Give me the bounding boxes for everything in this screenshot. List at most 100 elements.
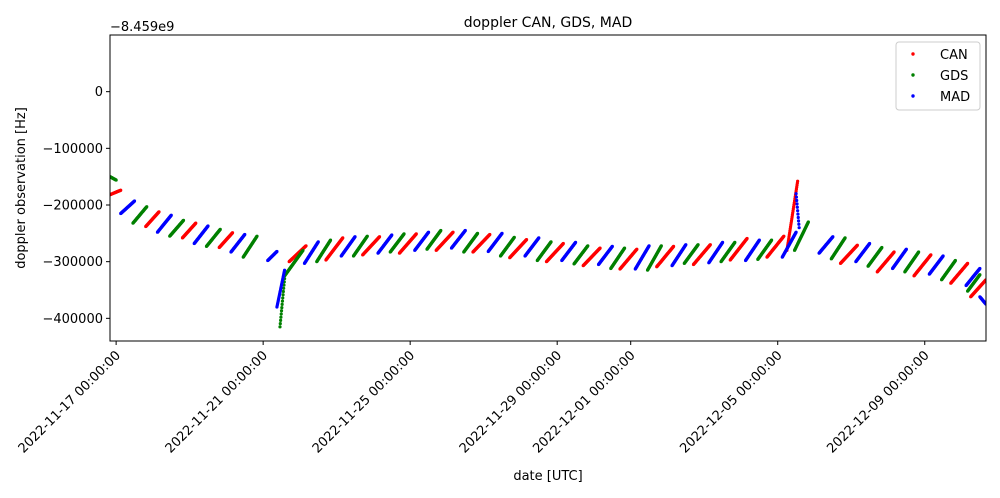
data-point	[795, 205, 799, 209]
data-point	[953, 258, 957, 263]
data-point	[280, 305, 284, 310]
data-point	[796, 215, 800, 220]
data-point	[796, 219, 801, 223]
data-point	[278, 322, 282, 326]
data-point	[892, 250, 896, 254]
data-point	[684, 243, 688, 247]
data-points-layer	[110, 175, 986, 329]
data-point	[157, 210, 161, 214]
data-point	[402, 232, 406, 236]
data-point	[573, 240, 578, 244]
data-point	[194, 221, 198, 225]
data-point	[341, 236, 345, 240]
series-mad	[119, 192, 986, 309]
legend-label-mad: MAD	[940, 90, 970, 105]
data-point	[365, 234, 369, 238]
data-point	[279, 315, 283, 319]
data-point	[278, 325, 282, 329]
data-point	[414, 232, 418, 236]
data-point	[463, 228, 467, 233]
data-point	[796, 212, 800, 216]
y-tick-label: −100000	[42, 142, 103, 157]
y-tick-label: 0	[95, 85, 103, 100]
data-point	[978, 266, 982, 271]
data-point	[797, 226, 801, 230]
data-point	[145, 205, 149, 209]
data-point	[797, 222, 801, 226]
data-point	[451, 230, 455, 234]
data-point	[114, 178, 118, 182]
legend-box	[895, 41, 981, 111]
data-point	[353, 235, 357, 239]
data-point	[855, 243, 859, 247]
data-point	[426, 230, 431, 234]
data-point	[561, 241, 565, 246]
data-point	[500, 231, 504, 235]
data-point	[390, 233, 394, 237]
data-point	[745, 236, 749, 241]
legend-marker-can	[911, 52, 915, 56]
data-point	[488, 232, 492, 237]
data-point	[230, 231, 235, 235]
data-point	[733, 240, 737, 244]
legend-marker-mad	[911, 94, 915, 98]
data-point	[806, 220, 810, 224]
x-axis-label: date [UTC]	[513, 469, 582, 484]
data-point	[328, 238, 333, 242]
data-point	[281, 289, 285, 294]
data-point	[796, 179, 800, 183]
data-point	[549, 240, 553, 244]
data-point	[966, 261, 970, 265]
data-point	[169, 213, 173, 217]
data-point	[843, 236, 847, 240]
data-point	[941, 254, 945, 258]
data-point	[119, 188, 123, 192]
data-point	[769, 238, 774, 242]
data-point	[659, 244, 663, 248]
data-point	[255, 234, 259, 238]
legend-marker-gds	[911, 73, 915, 77]
data-point	[671, 244, 676, 248]
data-point	[439, 228, 443, 233]
y-tick-label: −300000	[42, 255, 103, 270]
data-point	[929, 253, 933, 257]
data-point	[880, 245, 884, 250]
data-point	[794, 192, 798, 196]
data-point	[831, 235, 835, 239]
data-point	[475, 231, 480, 235]
data-point	[316, 240, 320, 244]
data-point	[206, 224, 210, 228]
y-tick-label: −200000	[42, 199, 103, 214]
data-point	[281, 296, 285, 300]
data-point	[304, 244, 308, 248]
data-point	[282, 286, 286, 290]
data-point	[280, 299, 285, 303]
legend-label-gds: GDS	[940, 69, 968, 84]
data-point	[794, 195, 799, 199]
data-point	[279, 309, 284, 313]
data-point	[512, 235, 516, 239]
y-axis-offset-text: −8.459e9	[110, 20, 174, 35]
data-point	[757, 238, 761, 242]
data-point	[720, 240, 725, 244]
data-point	[279, 312, 283, 316]
data-point	[282, 268, 287, 272]
axes-frame	[109, 34, 987, 342]
data-point	[796, 209, 800, 213]
data-point	[218, 227, 222, 231]
data-point	[537, 236, 541, 240]
data-point	[524, 237, 529, 242]
data-point	[181, 218, 186, 222]
data-point	[586, 244, 590, 248]
data-point	[904, 247, 908, 251]
data-point	[795, 198, 799, 203]
y-axis-label: doppler observation [Hz]	[14, 107, 29, 269]
data-point	[301, 248, 305, 252]
data-point	[132, 199, 137, 203]
series-can	[110, 179, 986, 299]
data-point	[696, 243, 700, 247]
data-point	[978, 273, 982, 277]
chart-title: doppler CAN, GDS, MAD	[464, 15, 633, 31]
data-point	[868, 241, 872, 246]
